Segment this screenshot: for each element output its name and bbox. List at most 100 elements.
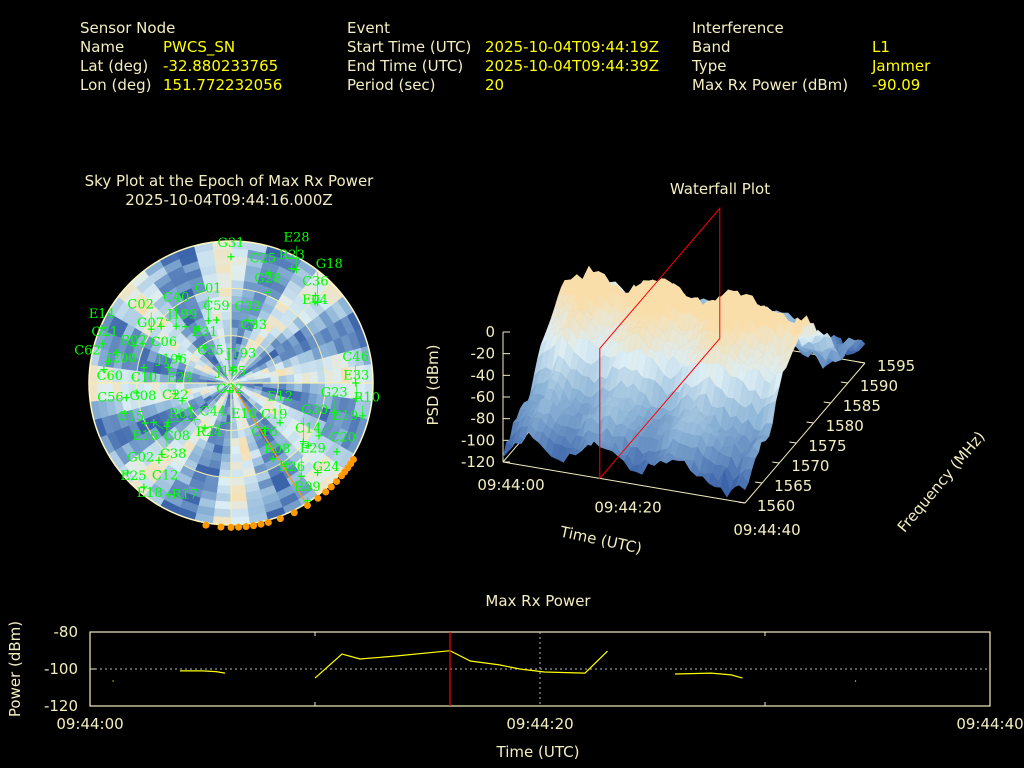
satellite-label: C62 [74, 343, 101, 358]
satellite-marker: R26 [279, 460, 305, 475]
start-time-value: 2025-10-04T09:44:19Z [485, 38, 659, 56]
frequency-tick-label: 1580 [826, 417, 864, 435]
waterfall-base-edge [744, 362, 866, 504]
sky-cell [221, 445, 232, 455]
satellite-plus-icon [104, 357, 112, 365]
sky-cell [215, 492, 232, 502]
interference-point [257, 520, 265, 528]
satellite-marker: C62 [74, 343, 112, 365]
satellite-label: C06 [151, 335, 178, 350]
satellite-label: G32 [216, 382, 243, 397]
satellite-plus-icon [244, 317, 252, 325]
sky-cell [218, 468, 232, 478]
name-label: Name [80, 38, 125, 56]
satellite-plus-icon [157, 322, 165, 330]
frequency-tick-label: 1595 [877, 357, 915, 375]
satellite-label: G23 [321, 386, 348, 401]
satellite-label: C32 [235, 300, 262, 315]
satellite-label: E16 [132, 429, 158, 444]
frequency-tick-label: 1570 [791, 457, 829, 475]
time-axis-label: Time (UTC) [558, 522, 644, 557]
satellite-label: E28 [284, 231, 310, 246]
satellite-marker: E14 [89, 307, 115, 332]
power-chart-title: Max Rx Power [485, 592, 591, 610]
event-title: Event [347, 19, 390, 37]
sky-heatmap [88, 240, 374, 526]
satellite-label: E19 [332, 409, 358, 424]
satellite-plus-icon [314, 469, 322, 477]
x-tick-label: 09:44:20 [506, 715, 573, 733]
satellite-plus-icon [264, 288, 272, 296]
sky-cell [230, 319, 240, 329]
psd-tick-label: -20 [471, 345, 496, 363]
interference-bearing-line [230, 382, 307, 504]
satellite-plus-icon [304, 442, 312, 450]
satellite-label: E04 [302, 293, 328, 308]
psd-tick-label: -100 [461, 431, 495, 449]
azimuth-spoke [130, 282, 232, 384]
satellite-marker: G28 [254, 271, 281, 296]
satellite-label: E10 [231, 407, 257, 422]
satellite-label: R09 [294, 480, 320, 495]
satellite-marker: G02 [127, 450, 166, 465]
sky-cell [214, 256, 232, 266]
sky-cell [215, 264, 232, 274]
y-tick-label: -100 [44, 660, 78, 678]
waterfall-title: Waterfall Plot [670, 180, 770, 198]
satellite-plus-icon [100, 366, 108, 374]
satellite-marker: E19 [315, 409, 358, 440]
satellite-label: C10 [131, 371, 158, 386]
satellite-marker: E10 [201, 407, 257, 432]
sky-cell [216, 272, 232, 282]
satellite-plus-icon [181, 323, 189, 331]
satellite-marker: R17 [165, 488, 198, 503]
psd-tick-label: 0 [485, 323, 495, 341]
sky-cell [230, 500, 248, 510]
sky-cell [293, 373, 303, 384]
satellite-label: G30 [301, 403, 328, 418]
satellite-marker: R09 [294, 480, 321, 505]
sky-cell [285, 374, 295, 384]
satellite-plus-icon [163, 422, 171, 430]
satellite-marker: C59 [203, 299, 230, 324]
satellite-label: R23 [279, 248, 305, 263]
satellite-marker: E04 [302, 293, 328, 308]
satellite-label: R24 [196, 425, 222, 440]
satellite-label: C36 [302, 275, 329, 290]
satellite-label: C01 [195, 282, 222, 297]
satellite-marker: E16 [132, 419, 158, 444]
sky-cell [308, 382, 319, 395]
band-label: Band [692, 38, 731, 56]
sky-cell [230, 272, 246, 282]
marker-plane-frame [599, 207, 721, 480]
satellite-marker: E31 [192, 325, 218, 340]
satellite-plus-icon [175, 352, 183, 360]
satellite-plus-icon [155, 456, 163, 464]
satellite-label: C19 [261, 407, 288, 422]
satellite-plus-icon [330, 409, 338, 417]
period-label: Period (sec) [347, 76, 436, 94]
satellite-label: G02 [127, 450, 154, 465]
period-value: 20 [485, 76, 505, 94]
satellite-label: E33 [343, 368, 369, 383]
satellite-marker: E25 [121, 469, 147, 484]
waterfall-plot: Waterfall Plot 0 -20 -40 -60 -80 -100 -120 09:4… [424, 180, 989, 558]
satellite-plus-icon [99, 340, 107, 348]
satellite-marker: C44 [164, 404, 226, 426]
satellite-marker: G21 [91, 325, 118, 348]
frequency-tick-label: 1565 [774, 477, 812, 495]
psd-tick-label: -120 [461, 453, 495, 471]
x-tick-label: 09:44:40 [956, 715, 1023, 733]
satellite-plus-icon [141, 419, 149, 427]
frequency-tick-label: 1590 [860, 377, 898, 395]
sky-cell [277, 375, 287, 384]
satellite-marker: J199 [165, 308, 197, 331]
satellite-plus-icon [212, 316, 220, 324]
sky-cell [293, 382, 303, 393]
sky-cell [230, 484, 246, 494]
psd-tick-label: -40 [471, 366, 496, 384]
satellite-marker: C20 [330, 431, 356, 456]
satellite-plus-icon [288, 265, 296, 273]
satellite-marker: J195 [214, 364, 246, 379]
